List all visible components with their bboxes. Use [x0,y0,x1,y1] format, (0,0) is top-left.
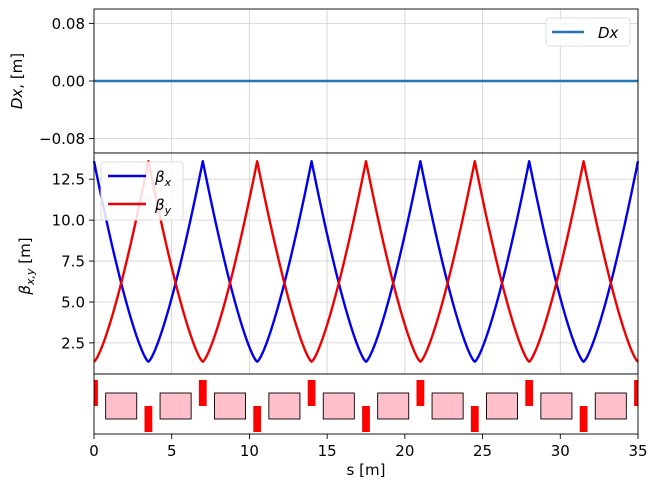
defocusing-quadrupole [253,406,262,432]
x-tick-label: 25 [473,442,492,460]
beta-legend: βx βy [100,161,184,221]
focusing-quadrupole [416,380,425,406]
beta-y-axis-label: βx,y [m] [16,237,37,295]
lattice-frame [93,373,639,435]
legend-beta-y-label: βy [154,196,172,217]
y-tick-label: 2.5 [61,334,85,352]
legend-dx-label: Dx [598,24,619,42]
lattice-elements [94,380,638,432]
y-tick-label: −0.08 [39,130,85,148]
dispersion-legend-box [545,17,631,47]
x-tick-label: 15 [318,442,337,460]
y-tick-label: 0.00 [52,73,85,91]
dispersion-panel: 0.08 0.00 −0.08 Dx, [m] Dx [8,8,639,154]
beta-y-ticks: 12.5 10.0 7.5 5.0 2.5 [52,171,94,352]
dipole-magnet [214,392,246,420]
dipole-magnet [540,392,573,420]
dispersion-y-ticks: 0.08 0.00 −0.08 [39,15,94,148]
dipole-magnet [377,392,410,420]
x-tick-label: 5 [167,442,177,460]
focusing-quadrupole [94,380,98,406]
x-tick-label: 20 [395,442,414,460]
focusing-quadrupole [307,380,316,406]
lattice-panel: 0 5 10 15 20 25 30 35 s [m] [89,373,648,479]
dipole-magnet [431,392,464,420]
y-tick-label: 5.0 [61,293,85,311]
dipole-magnet [105,392,138,420]
x-tick-label: 30 [551,442,570,460]
defocusing-quadrupole [579,406,588,432]
beta-panel: 12.5 10.0 7.5 5.0 2.5 βx,y [m] βx βy [16,152,640,375]
defocusing-quadrupole [470,406,479,432]
x-axis-label: s [m] [347,461,386,479]
defocusing-quadrupole [362,406,370,432]
focusing-quadrupole [634,380,638,406]
beta-plot-area [94,153,638,374]
defocusing-quadrupole [144,406,153,432]
dipole-magnet [594,392,627,420]
x-tick-label: 35 [628,442,647,460]
beta-x-series-line [92,159,640,363]
legend-beta-x-label: βx [154,168,172,189]
lattice-x-ticks: 0 5 10 15 20 25 30 35 [89,434,648,460]
y-tick-label: 10.0 [52,212,85,230]
dipole-magnet [268,392,301,420]
y-tick-label: 12.5 [52,171,85,189]
x-tick-label: 0 [89,442,99,460]
focusing-quadrupole [198,380,207,406]
dispersion-y-axis-label: Dx, [m] [8,53,26,109]
dipole-magnet [159,392,192,420]
dispersion-legend: Dx [545,17,631,47]
beta-series [92,159,640,363]
x-tick-label: 10 [240,442,259,460]
y-tick-label: 7.5 [61,253,85,271]
dipole-magnet [486,392,518,420]
focusing-quadrupole [525,380,534,406]
y-tick-label: 0.08 [52,15,85,33]
dipole-magnet [322,392,355,420]
beta-y-series-line [93,159,639,363]
